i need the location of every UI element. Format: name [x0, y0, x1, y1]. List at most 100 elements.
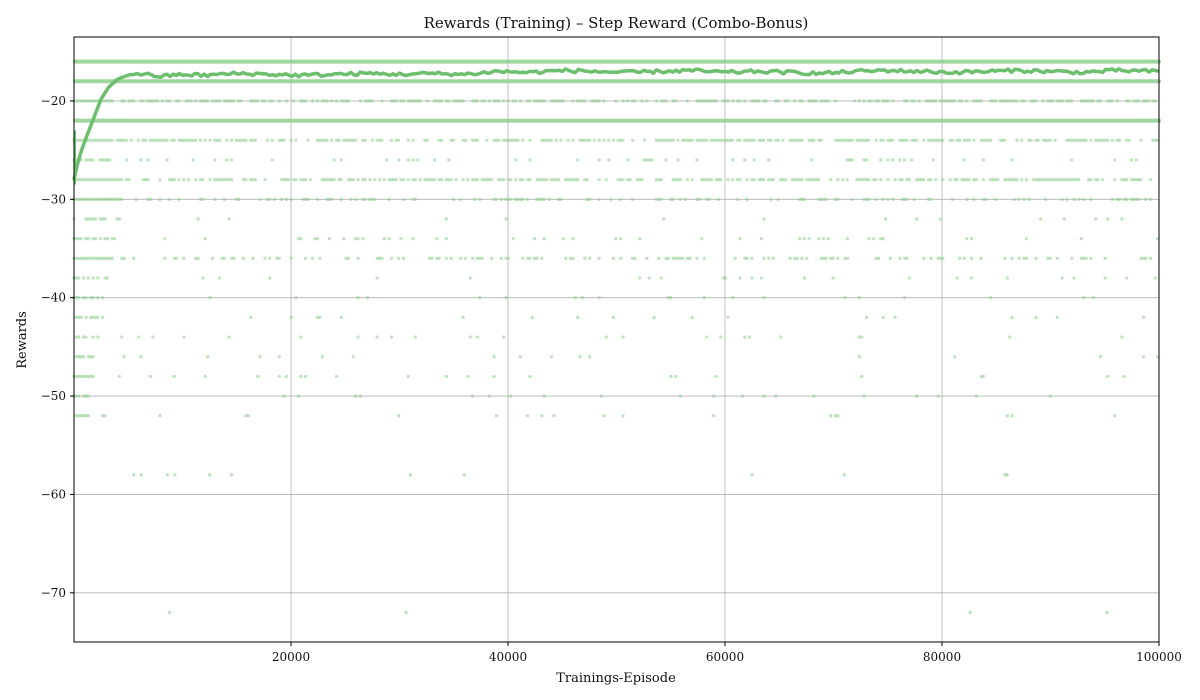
reward-point-9-32 — [542, 236, 546, 241]
reward-point-9-22 — [356, 236, 360, 241]
reward-point-2-132 — [559, 99, 563, 103]
reward-point-4-231 — [948, 138, 952, 142]
reward-point-6-94 — [437, 177, 441, 182]
reward-point-4-272 — [1103, 138, 1107, 142]
reward-point-4-36 — [177, 138, 181, 142]
reward-point-9-19 — [327, 236, 332, 241]
reward-point-2-54 — [251, 99, 255, 103]
reward-point-6-174 — [766, 177, 771, 182]
reward-point-7-12 — [100, 197, 105, 202]
reward-point-4-100 — [463, 138, 468, 142]
reward-point-13-18 — [652, 315, 656, 320]
reward-point-9-14 — [203, 236, 207, 241]
reward-point-2-274 — [1141, 99, 1146, 103]
reward-point-2-74 — [339, 99, 344, 103]
reward-point-6-80 — [389, 177, 394, 182]
reward-point-6-197 — [860, 177, 864, 182]
reward-point-2-99 — [439, 99, 444, 103]
reward-point-4-16 — [110, 138, 114, 142]
reward-point-2-218 — [941, 99, 945, 103]
reward-point-11-21 — [759, 276, 764, 280]
reward-point-16-15 — [284, 374, 289, 379]
reward-point-13-17 — [611, 315, 616, 320]
reward-point-17-13 — [542, 394, 546, 398]
reward-point-6-47 — [248, 177, 253, 182]
reward-point-2-6 — [86, 99, 91, 103]
reward-point-4-228 — [936, 138, 940, 142]
reward-point-4-194 — [817, 138, 821, 142]
reward-point-10-39 — [311, 256, 315, 261]
reward-point-2-126 — [540, 99, 544, 103]
reward-point-14-29 — [1120, 335, 1124, 339]
reward-point-2-230 — [979, 99, 983, 103]
reward-point-4-111 — [509, 138, 513, 142]
reward-point-13-21 — [864, 315, 869, 320]
reward-point-10-47 — [389, 256, 394, 261]
reward-point-6-31 — [182, 177, 186, 182]
reward-point-9-42 — [802, 236, 807, 241]
reward-point-2-87 — [399, 99, 403, 103]
reward-point-6-69 — [346, 177, 351, 182]
reward-point-9-46 — [826, 236, 830, 241]
outlier-point-4 — [207, 472, 212, 477]
y-tick-label-0: −70 — [41, 586, 66, 600]
reward-point-4-57 — [248, 138, 253, 142]
reward-point-4-256 — [1048, 138, 1052, 142]
reward-point-6-54 — [287, 177, 291, 182]
reward-point-10-128 — [969, 256, 974, 261]
reward-point-9-1 — [74, 236, 79, 241]
reward-point-7-107 — [819, 197, 823, 202]
reward-point-9-3 — [79, 236, 83, 241]
reward-point-6-191 — [828, 177, 833, 182]
reward-point-6-215 — [929, 177, 933, 182]
reward-point-6-159 — [707, 177, 711, 182]
reward-point-4-197 — [836, 138, 840, 142]
reward-point-2-157 — [685, 99, 690, 103]
reward-point-7-54 — [373, 197, 377, 202]
reward-point-7-24 — [158, 197, 162, 202]
reward-point-6-76 — [373, 177, 377, 182]
reward-point-6-183 — [797, 177, 802, 182]
reward-point-9-21 — [353, 236, 358, 241]
reward-point-4-35 — [172, 138, 176, 142]
reward-point-13-6 — [93, 315, 98, 320]
reward-point-2-123 — [532, 99, 537, 103]
reward-point-4-75 — [337, 138, 341, 142]
reward-point-4-217 — [900, 138, 904, 142]
reward-point-10-37 — [289, 256, 293, 261]
reward-point-16-13 — [256, 374, 260, 379]
reward-point-4-14 — [105, 138, 110, 142]
reward-point-13-16 — [575, 315, 580, 320]
outlier-point-2 — [165, 472, 170, 477]
reward-point-4-172 — [743, 138, 747, 142]
reward-point-7-81 — [585, 197, 589, 202]
reward-point-2-178 — [762, 99, 766, 103]
reward-point-2-242 — [1019, 99, 1024, 103]
reward-point-6-205 — [893, 177, 897, 182]
reward-point-2-49 — [229, 99, 234, 103]
reward-point-7-110 — [833, 197, 838, 202]
reward-point-7-46 — [330, 197, 334, 202]
reward-point-6-84 — [401, 177, 406, 182]
reward-point-12-18 — [666, 295, 671, 300]
reward-point-6-233 — [1005, 177, 1010, 182]
reward-point-2-144 — [614, 99, 618, 103]
reward-point-10-132 — [1017, 256, 1021, 261]
reward-point-4-85 — [375, 138, 379, 142]
reward-point-8-13 — [444, 217, 449, 221]
reward-point-4-212 — [881, 138, 885, 142]
reward-point-10-131 — [1010, 256, 1014, 261]
reward-point-6-125 — [549, 177, 554, 182]
reward-point-6-162 — [716, 177, 721, 182]
reward-point-7-47 — [339, 197, 344, 202]
reward-point-4-104 — [485, 138, 489, 142]
reward-point-4-2 — [77, 138, 81, 142]
reward-point-4-27 — [151, 138, 155, 142]
reward-point-4-23 — [136, 138, 141, 142]
reward-point-7-103 — [797, 197, 802, 202]
reward-point-10-48 — [396, 256, 401, 261]
reward-point-6-185 — [805, 177, 809, 182]
reward-point-8-24 — [1120, 217, 1124, 221]
reward-point-10-111 — [831, 256, 835, 261]
reward-point-10-96 — [743, 256, 747, 261]
